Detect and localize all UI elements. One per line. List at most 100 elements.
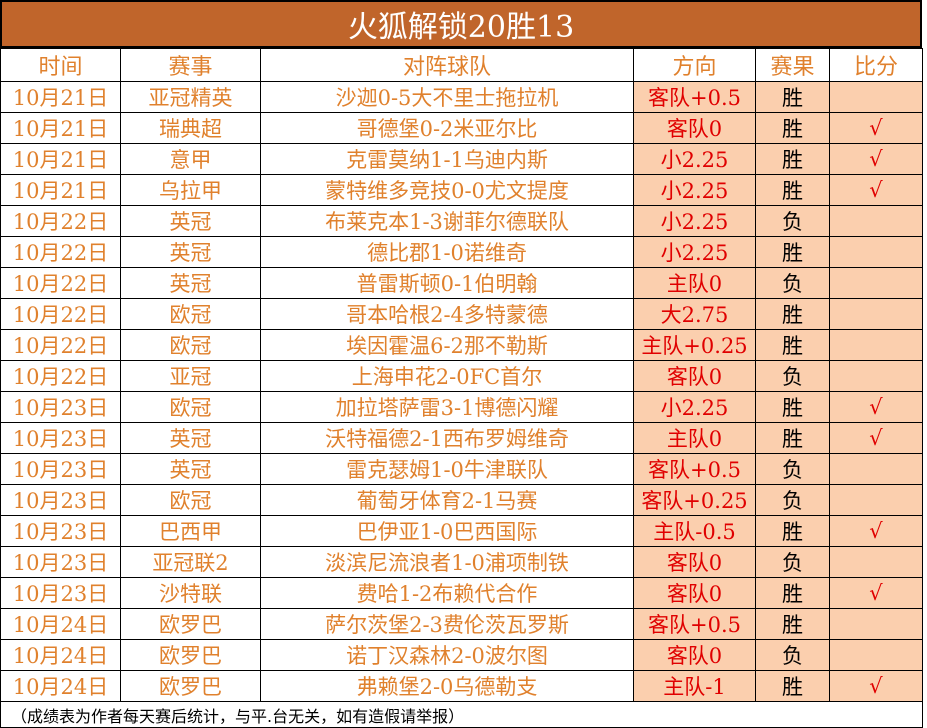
match-cell: 上海申花2-0FC首尔 (260, 360, 634, 392)
date-cell: 10月23日 (0, 515, 121, 547)
direction-cell: 客队0 (633, 360, 756, 392)
league-cell: 欧罗巴 (120, 670, 261, 702)
league-cell: 欧冠 (120, 484, 261, 516)
check-mark-cell (829, 608, 923, 640)
league-cell: 欧冠 (120, 391, 261, 423)
table-row: 10月22日 英冠 普雷斯顿0-1伯明翰 主队0 负 (0, 267, 923, 299)
result-cell: 负 (755, 484, 830, 516)
result-cell: 胜 (755, 422, 830, 454)
table-row: 10月22日 英冠 布莱克本1-3谢菲尔德联队 小2.25 负 (0, 205, 923, 237)
league-cell: 亚冠精英 (120, 81, 261, 113)
match-cell: 萨尔茨堡2-3费伦茨瓦罗斯 (260, 608, 634, 640)
check-mark-cell (829, 453, 923, 485)
date-cell: 10月21日 (0, 174, 121, 206)
league-cell: 欧冠 (120, 298, 261, 330)
direction-cell: 小2.25 (633, 174, 756, 206)
league-cell: 欧罗巴 (120, 608, 261, 640)
direction-cell: 客队+0.5 (633, 453, 756, 485)
header-match: 对阵球队 (260, 48, 634, 82)
match-cell: 沙迦0-5大不里士拖拉机 (260, 81, 634, 113)
check-mark-cell: √ (829, 391, 923, 423)
table-row: 10月21日 瑞典超 哥德堡0-2米亚尔比 客队0 胜 √ (0, 112, 923, 144)
league-cell: 英冠 (120, 453, 261, 485)
result-cell: 负 (755, 639, 830, 671)
header-result: 赛果 (755, 48, 830, 82)
check-mark-cell: √ (829, 112, 923, 144)
check-mark-cell (829, 236, 923, 268)
match-cell: 沃特福德2-1西布罗姆维奇 (260, 422, 634, 454)
check-mark-cell (829, 298, 923, 330)
header-row: 时间 赛事 对阵球队 方向 赛果 比分 (0, 48, 923, 82)
match-cell: 埃因霍温6-2那不勒斯 (260, 329, 634, 361)
league-cell: 沙特联 (120, 577, 261, 609)
direction-cell: 客队0 (633, 577, 756, 609)
table-row: 10月24日 欧罗巴 弗赖堡2-0乌德勒支 主队-1 胜 √ (0, 670, 923, 702)
match-cell: 葡萄牙体育2-1马赛 (260, 484, 634, 516)
results-table: 时间 赛事 对阵球队 方向 赛果 比分 10月21日 亚冠精英 沙迦0-5大不里士拖… (0, 48, 923, 728)
league-cell: 英冠 (120, 205, 261, 237)
direction-cell: 主队0 (633, 267, 756, 299)
check-mark-cell: √ (829, 143, 923, 175)
date-cell: 10月24日 (0, 670, 121, 702)
direction-cell: 主队+0.25 (633, 329, 756, 361)
date-cell: 10月22日 (0, 360, 121, 392)
check-mark-cell (829, 360, 923, 392)
check-mark-cell (829, 484, 923, 516)
check-mark-cell: √ (829, 577, 923, 609)
direction-cell: 主队0 (633, 422, 756, 454)
result-cell: 胜 (755, 608, 830, 640)
league-cell: 英冠 (120, 267, 261, 299)
match-cell: 哥德堡0-2米亚尔比 (260, 112, 634, 144)
date-cell: 10月21日 (0, 81, 121, 113)
match-cell: 巴伊亚1-0巴西国际 (260, 515, 634, 547)
check-mark-cell (829, 546, 923, 578)
table-row: 10月24日 欧罗巴 萨尔茨堡2-3费伦茨瓦罗斯 客队+0.5 胜 (0, 608, 923, 640)
result-cell: 胜 (755, 670, 830, 702)
league-cell: 乌拉甲 (120, 174, 261, 206)
result-cell: 负 (755, 546, 830, 578)
league-cell: 欧罗巴 (120, 639, 261, 671)
direction-cell: 主队-0.5 (633, 515, 756, 547)
match-cell: 弗赖堡2-0乌德勒支 (260, 670, 634, 702)
sheet-title: 火狐解锁20胜13 (0, 0, 922, 48)
league-cell: 巴西甲 (120, 515, 261, 547)
date-cell: 10月24日 (0, 639, 121, 671)
direction-cell: 客队+0.5 (633, 608, 756, 640)
match-cell: 德比郡1-0诺维奇 (260, 236, 634, 268)
direction-cell: 客队+0.25 (633, 484, 756, 516)
check-mark-cell (829, 329, 923, 361)
result-cell: 负 (755, 453, 830, 485)
match-cell: 克雷莫纳1-1乌迪内斯 (260, 143, 634, 175)
league-cell: 瑞典超 (120, 112, 261, 144)
check-mark-cell (829, 639, 923, 671)
header-date: 时间 (0, 48, 121, 82)
result-cell: 胜 (755, 81, 830, 113)
direction-cell: 客队0 (633, 112, 756, 144)
table-row: 10月23日 欧冠 葡萄牙体育2-1马赛 客队+0.25 负 (0, 484, 923, 516)
match-cell: 普雷斯顿0-1伯明翰 (260, 267, 634, 299)
direction-cell: 客队+0.5 (633, 81, 756, 113)
date-cell: 10月22日 (0, 298, 121, 330)
league-cell: 亚冠 (120, 360, 261, 392)
result-cell: 胜 (755, 236, 830, 268)
date-cell: 10月23日 (0, 577, 121, 609)
result-cell: 负 (755, 205, 830, 237)
match-cell: 布莱克本1-3谢菲尔德联队 (260, 205, 634, 237)
table-row: 10月23日 英冠 雷克瑟姆1-0牛津联队 客队+0.5 负 (0, 453, 923, 485)
result-cell: 负 (755, 267, 830, 299)
check-mark-cell (829, 267, 923, 299)
league-cell: 英冠 (120, 422, 261, 454)
match-cell: 淡滨尼流浪者1-0浦项制铁 (260, 546, 634, 578)
date-cell: 10月23日 (0, 484, 121, 516)
match-cell: 雷克瑟姆1-0牛津联队 (260, 453, 634, 485)
date-cell: 10月23日 (0, 391, 121, 423)
date-cell: 10月23日 (0, 422, 121, 454)
table-row: 10月23日 巴西甲 巴伊亚1-0巴西国际 主队-0.5 胜 √ (0, 515, 923, 547)
result-cell: 胜 (755, 174, 830, 206)
direction-cell: 小2.25 (633, 391, 756, 423)
table-row: 10月21日 亚冠精英 沙迦0-5大不里士拖拉机 客队+0.5 胜 (0, 81, 923, 113)
check-mark-cell: √ (829, 515, 923, 547)
result-cell: 胜 (755, 515, 830, 547)
league-cell: 欧冠 (120, 329, 261, 361)
